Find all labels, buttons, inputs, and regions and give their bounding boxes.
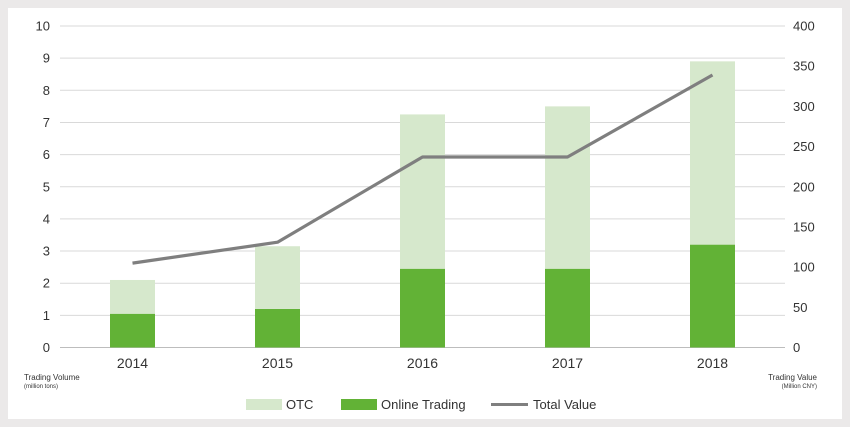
total-value-line [132,73,714,265]
left-tick-label: 0 [43,340,50,355]
left-tick-label: 5 [43,179,50,194]
legend-label-otc: OTC [286,397,313,412]
left-axis-title: Trading Volume [24,373,80,382]
legend-label-total-value: Total Value [533,397,596,412]
left-tick-label: 3 [43,244,50,259]
right-tick-label: 50 [793,300,807,315]
legend: OTC Online Trading Total Value [246,397,596,412]
bar-otc-2014 [110,279,155,314]
bar-online-trading-2014 [110,313,155,348]
x-tick-label: 2016 [407,355,438,371]
left-tick-label: 9 [43,51,50,66]
right-tick-label: 250 [793,139,815,154]
legend-swatch-otc [246,399,282,410]
bar-online-trading-2017 [545,268,590,348]
bar-otc-2016 [400,114,445,269]
bar-otc-2018 [690,61,735,245]
left-axis-unit: (million tons) [24,384,58,390]
total-value-polyline [132,73,714,265]
bar-otc-2015 [255,246,300,309]
left-tick-label: 2 [43,276,50,291]
x-tick-label: 2015 [262,355,293,371]
left-tick-label: 4 [43,211,50,226]
left-tick-label: 7 [43,115,50,130]
left-axis-ticks: 0 1 2 3 4 5 6 7 8 9 10 [36,19,50,356]
legend-label-online-trading: Online Trading [381,397,466,412]
bar-online-trading-2018 [690,244,735,348]
left-tick-label: 6 [43,147,50,162]
right-tick-label: 200 [793,179,815,194]
x-axis-labels: 2014 2015 2016 2017 2018 [117,355,728,371]
right-axis-ticks: 0 50 100 150 200 250 300 350 400 [793,19,815,356]
left-tick-label: 10 [36,19,50,34]
right-tick-label: 0 [793,340,800,355]
right-axis-unit: (Million CNY) [782,384,817,390]
right-tick-label: 400 [793,19,815,34]
legend-swatch-online-trading [341,399,377,410]
right-tick-label: 100 [793,260,815,275]
right-axis-title: Trading Value [768,373,817,382]
x-tick-label: 2018 [697,355,728,371]
x-tick-label: 2014 [117,355,148,371]
right-tick-label: 300 [793,99,815,114]
right-tick-label: 350 [793,59,815,74]
right-tick-label: 150 [793,219,815,234]
x-tick-label: 2017 [552,355,583,371]
bar-online-trading-2015 [255,308,300,348]
left-tick-label: 8 [43,83,50,98]
bars [110,61,735,348]
left-tick-label: 1 [43,308,50,323]
bar-otc-2017 [545,106,590,269]
bar-online-trading-2016 [400,268,445,348]
